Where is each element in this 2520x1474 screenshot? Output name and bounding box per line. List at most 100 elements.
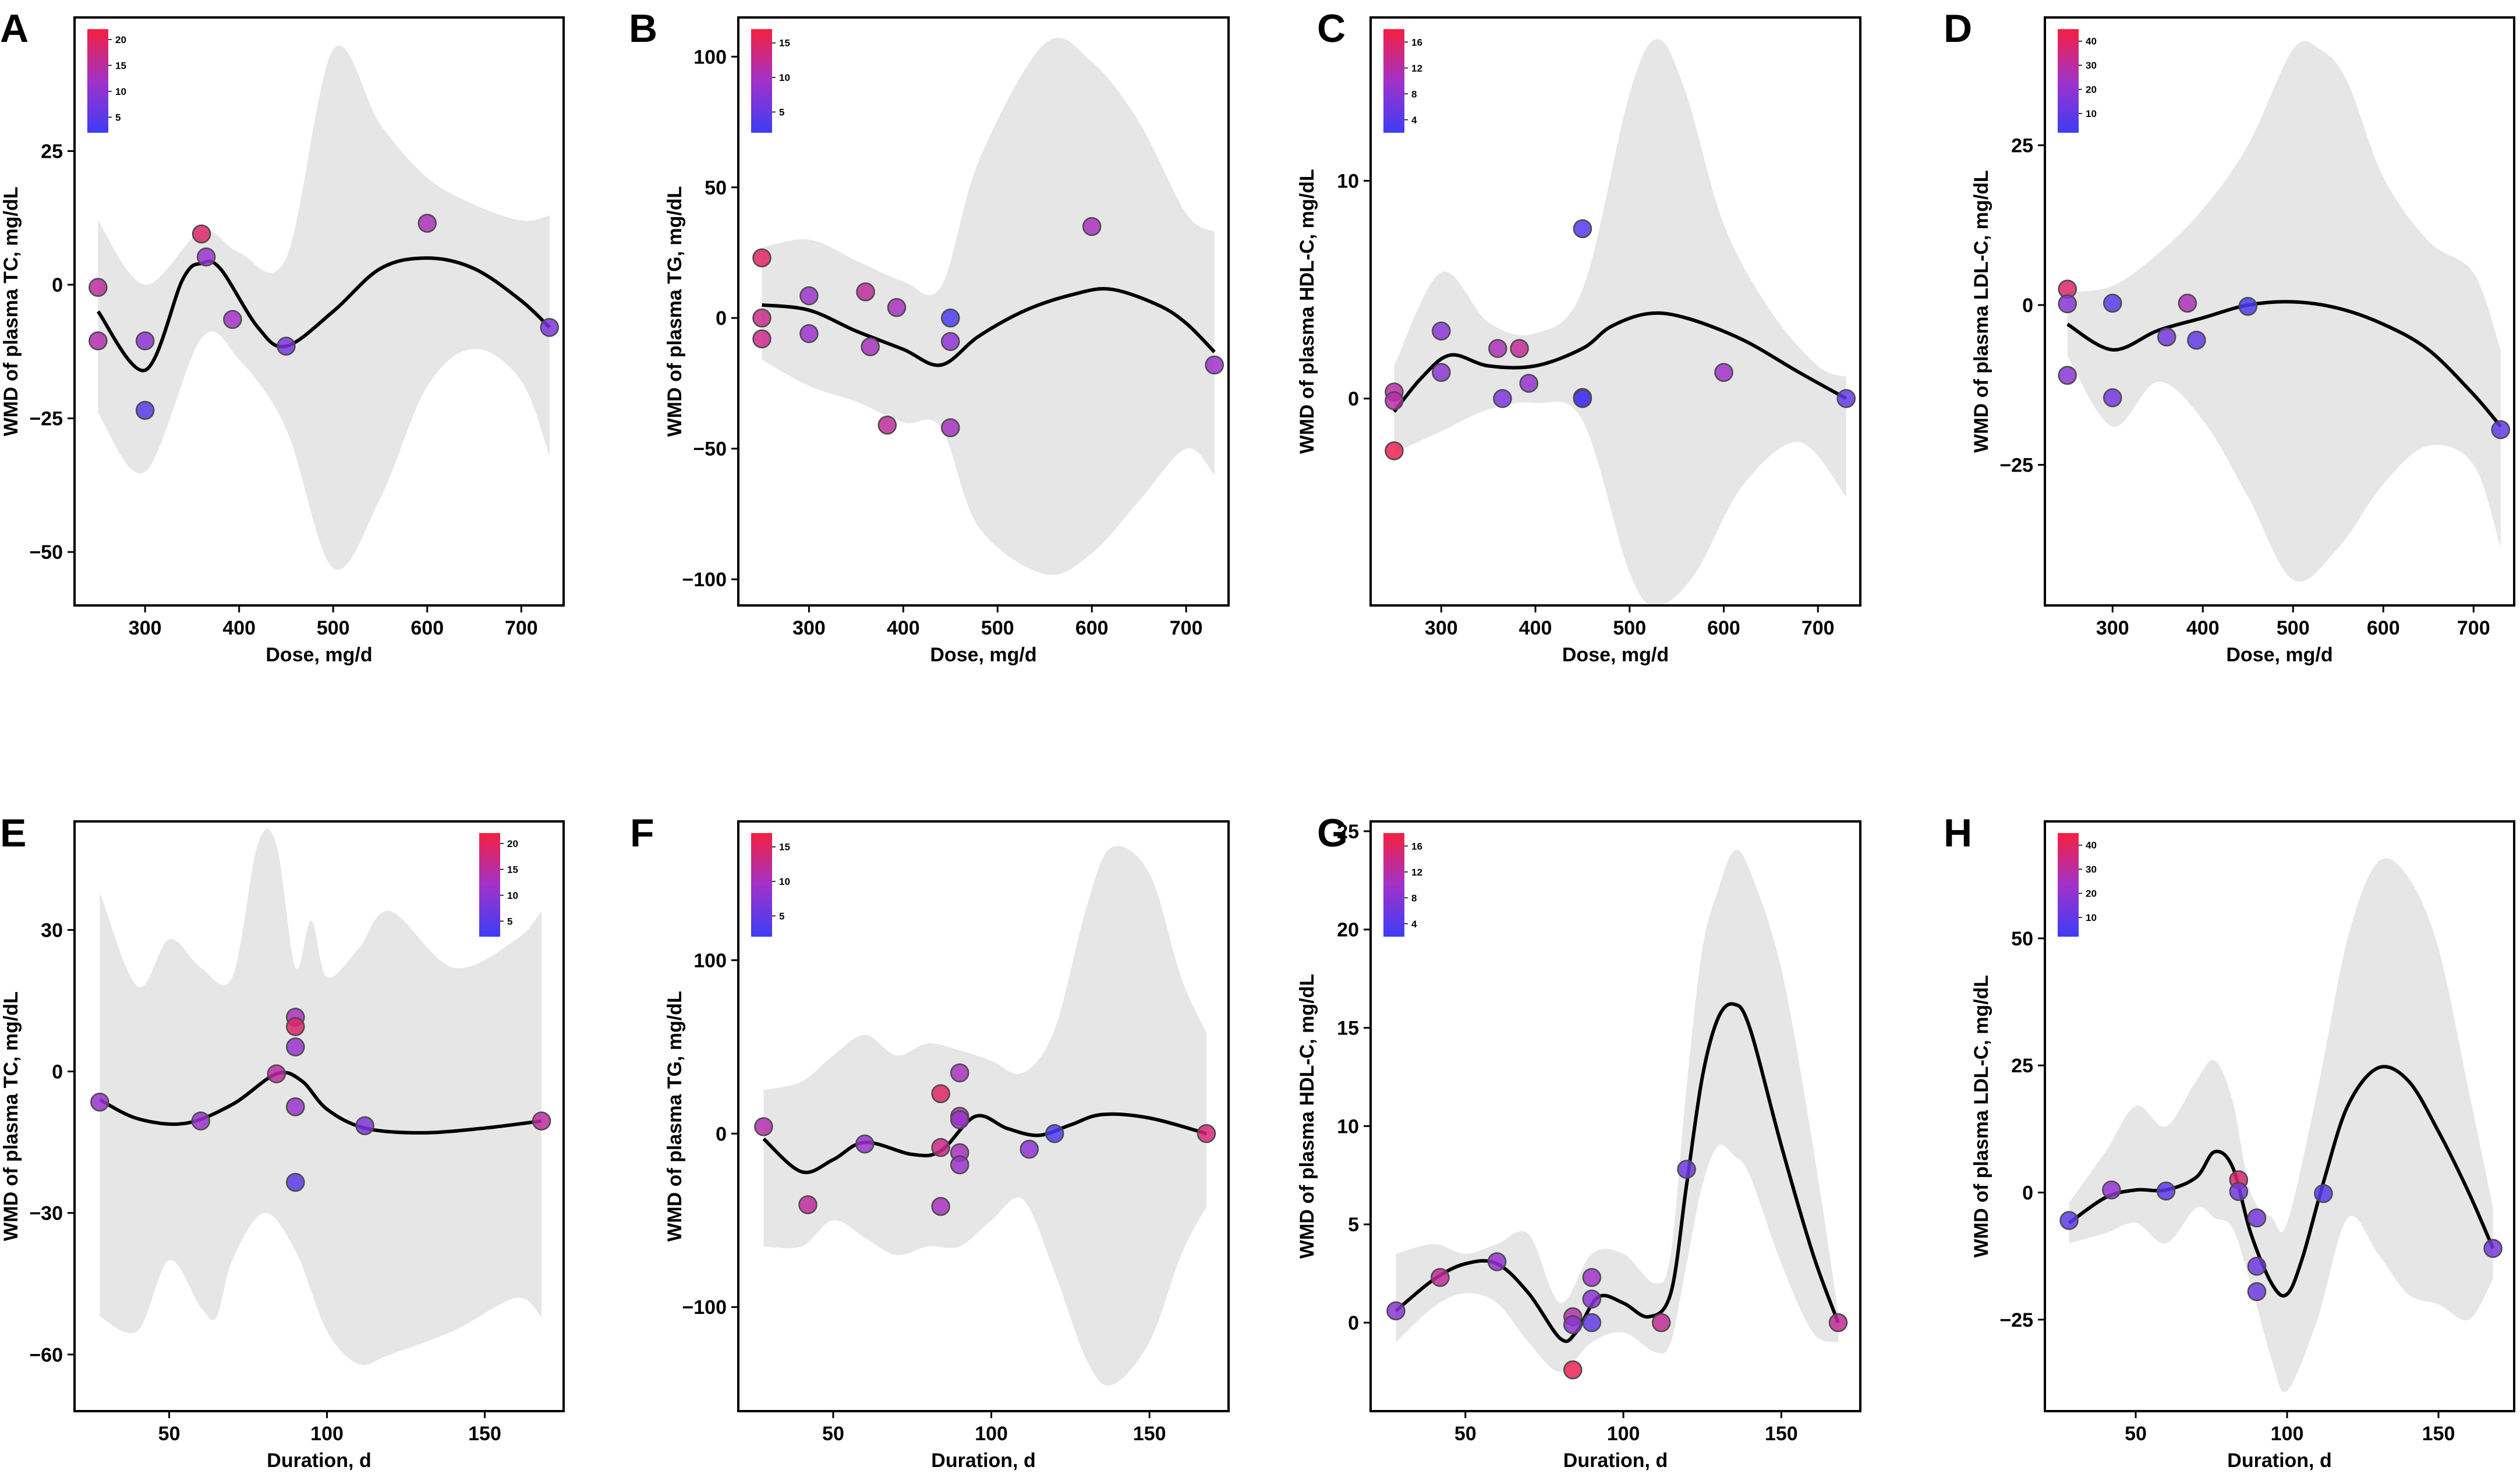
data-point xyxy=(1582,1289,1602,1309)
x-tick-label: 300 xyxy=(129,617,162,639)
data-point xyxy=(1714,363,1733,382)
data-point xyxy=(1836,389,1856,408)
colorbar-tick-label: 5 xyxy=(779,107,784,118)
x-tick-label: 700 xyxy=(505,617,538,639)
x-axis-label: Duration, d xyxy=(1563,1450,1668,1472)
data-point xyxy=(2229,1182,2249,1201)
y-tick-label: 50 xyxy=(2011,928,2033,950)
colorbar-tick-label: 15 xyxy=(779,38,790,49)
colorbar xyxy=(2058,833,2079,937)
data-point xyxy=(931,1138,950,1157)
colorbar xyxy=(751,833,772,937)
data-point xyxy=(1432,363,1451,382)
data-point xyxy=(2058,366,2077,385)
x-tick-label: 700 xyxy=(2457,617,2490,639)
data-point xyxy=(277,336,296,356)
data-point xyxy=(1385,391,1404,410)
colorbar-tick-label: 40 xyxy=(2086,36,2097,47)
y-tick-label: −25 xyxy=(1999,1309,2033,1331)
confidence-band xyxy=(1396,849,1838,1372)
y-tick-label: 10 xyxy=(1337,1115,1359,1138)
data-point xyxy=(135,401,155,420)
colorbar-tick-label: 12 xyxy=(1411,867,1422,878)
data-point xyxy=(2238,296,2257,316)
x-axis-label: Dose, mg/d xyxy=(1562,644,1669,666)
panel-letter: E xyxy=(0,811,26,855)
plot-frame xyxy=(737,820,1230,1412)
data-point xyxy=(950,1063,969,1083)
x-tick-label: 700 xyxy=(1801,617,1835,639)
data-point xyxy=(2247,1208,2267,1228)
data-point xyxy=(286,1017,305,1036)
data-point xyxy=(2103,388,2122,408)
data-point xyxy=(286,1097,305,1117)
x-tick-label: 600 xyxy=(1707,617,1740,639)
x-tick-label: 500 xyxy=(317,617,350,639)
x-tick-label: 400 xyxy=(2186,617,2220,639)
colorbar-tick-label: 10 xyxy=(2086,912,2097,923)
y-tick-label: 0 xyxy=(2022,295,2033,317)
data-point xyxy=(2491,420,2510,440)
colorbar-tick-label: 15 xyxy=(115,60,126,71)
fitted-curve xyxy=(99,1071,542,1135)
data-point xyxy=(941,418,960,438)
colorbar-tick-label: 20 xyxy=(2086,84,2097,95)
x-tick-label: 600 xyxy=(2367,617,2400,639)
y-tick-label: −30 xyxy=(29,1203,63,1225)
data-point xyxy=(532,1111,551,1131)
x-tick-label: 400 xyxy=(222,617,256,639)
data-point xyxy=(887,298,907,317)
y-tick-label: 0 xyxy=(1348,1312,1359,1334)
fitted-curve xyxy=(1395,1002,1840,1343)
x-tick-label: 600 xyxy=(1075,617,1109,639)
y-tick-label: −50 xyxy=(29,541,63,564)
data-point xyxy=(798,1195,817,1214)
panel-letter: G xyxy=(1317,811,1348,855)
colorbar-tick-label: 5 xyxy=(507,916,512,927)
x-axis-label: Dose, mg/d xyxy=(266,644,372,666)
y-tick-label: 0 xyxy=(716,1123,727,1145)
data-point xyxy=(1487,1252,1507,1271)
data-point xyxy=(196,247,216,267)
data-point xyxy=(1510,339,1529,358)
colorbar-tick-label: 30 xyxy=(2086,864,2097,875)
colorbar-tick-label: 8 xyxy=(1411,892,1417,903)
x-tick-label: 100 xyxy=(1607,1423,1640,1445)
data-point xyxy=(1563,1315,1583,1334)
fitted-curve xyxy=(762,1112,1207,1174)
fitted-curve xyxy=(2066,300,2503,428)
data-point xyxy=(2156,1181,2176,1201)
plot-frame xyxy=(1369,16,1861,607)
data-point xyxy=(1573,389,1592,408)
panel-c: 300 400 500 600 700 0 10 Dose, mg/d WMD of plasm… xyxy=(1296,6,1861,666)
data-point xyxy=(799,324,819,343)
fitted-curve xyxy=(762,287,1216,367)
y-tick-label: 0 xyxy=(1348,388,1359,410)
data-point xyxy=(1020,1139,1039,1159)
colorbar-tick-label: 8 xyxy=(1411,88,1417,100)
colorbar xyxy=(87,29,108,133)
panel-f: 50 100 150 −100 0 100 Duration, d WMD of plasma… xyxy=(630,811,1230,1472)
x-tick-label: 600 xyxy=(410,617,444,639)
panel-letter: A xyxy=(0,6,29,51)
data-point xyxy=(2247,1256,2267,1276)
data-point xyxy=(2157,327,2176,347)
panel-letter: F xyxy=(630,811,654,855)
data-point xyxy=(1828,1313,1848,1333)
data-point xyxy=(1488,339,1507,358)
data-point xyxy=(941,308,960,328)
data-point xyxy=(2314,1184,2333,1203)
y-tick-label: 0 xyxy=(52,1061,63,1083)
x-axis-label: Duration, d xyxy=(2227,1450,2331,1472)
x-tick-label: 150 xyxy=(468,1423,501,1445)
plot-frame xyxy=(73,820,565,1412)
data-point xyxy=(355,1116,374,1135)
y-axis-label: WMD of plasma LDL-C, mg/dL xyxy=(1970,975,1992,1257)
panel-letter: H xyxy=(1944,811,1972,855)
x-tick-label: 700 xyxy=(1170,617,1203,639)
y-tick-label: 20 xyxy=(1337,919,1359,941)
panel-letter: C xyxy=(1317,6,1346,51)
colorbar-tick-label: 10 xyxy=(115,86,126,97)
data-point xyxy=(931,1084,950,1104)
colorbar xyxy=(751,29,772,133)
